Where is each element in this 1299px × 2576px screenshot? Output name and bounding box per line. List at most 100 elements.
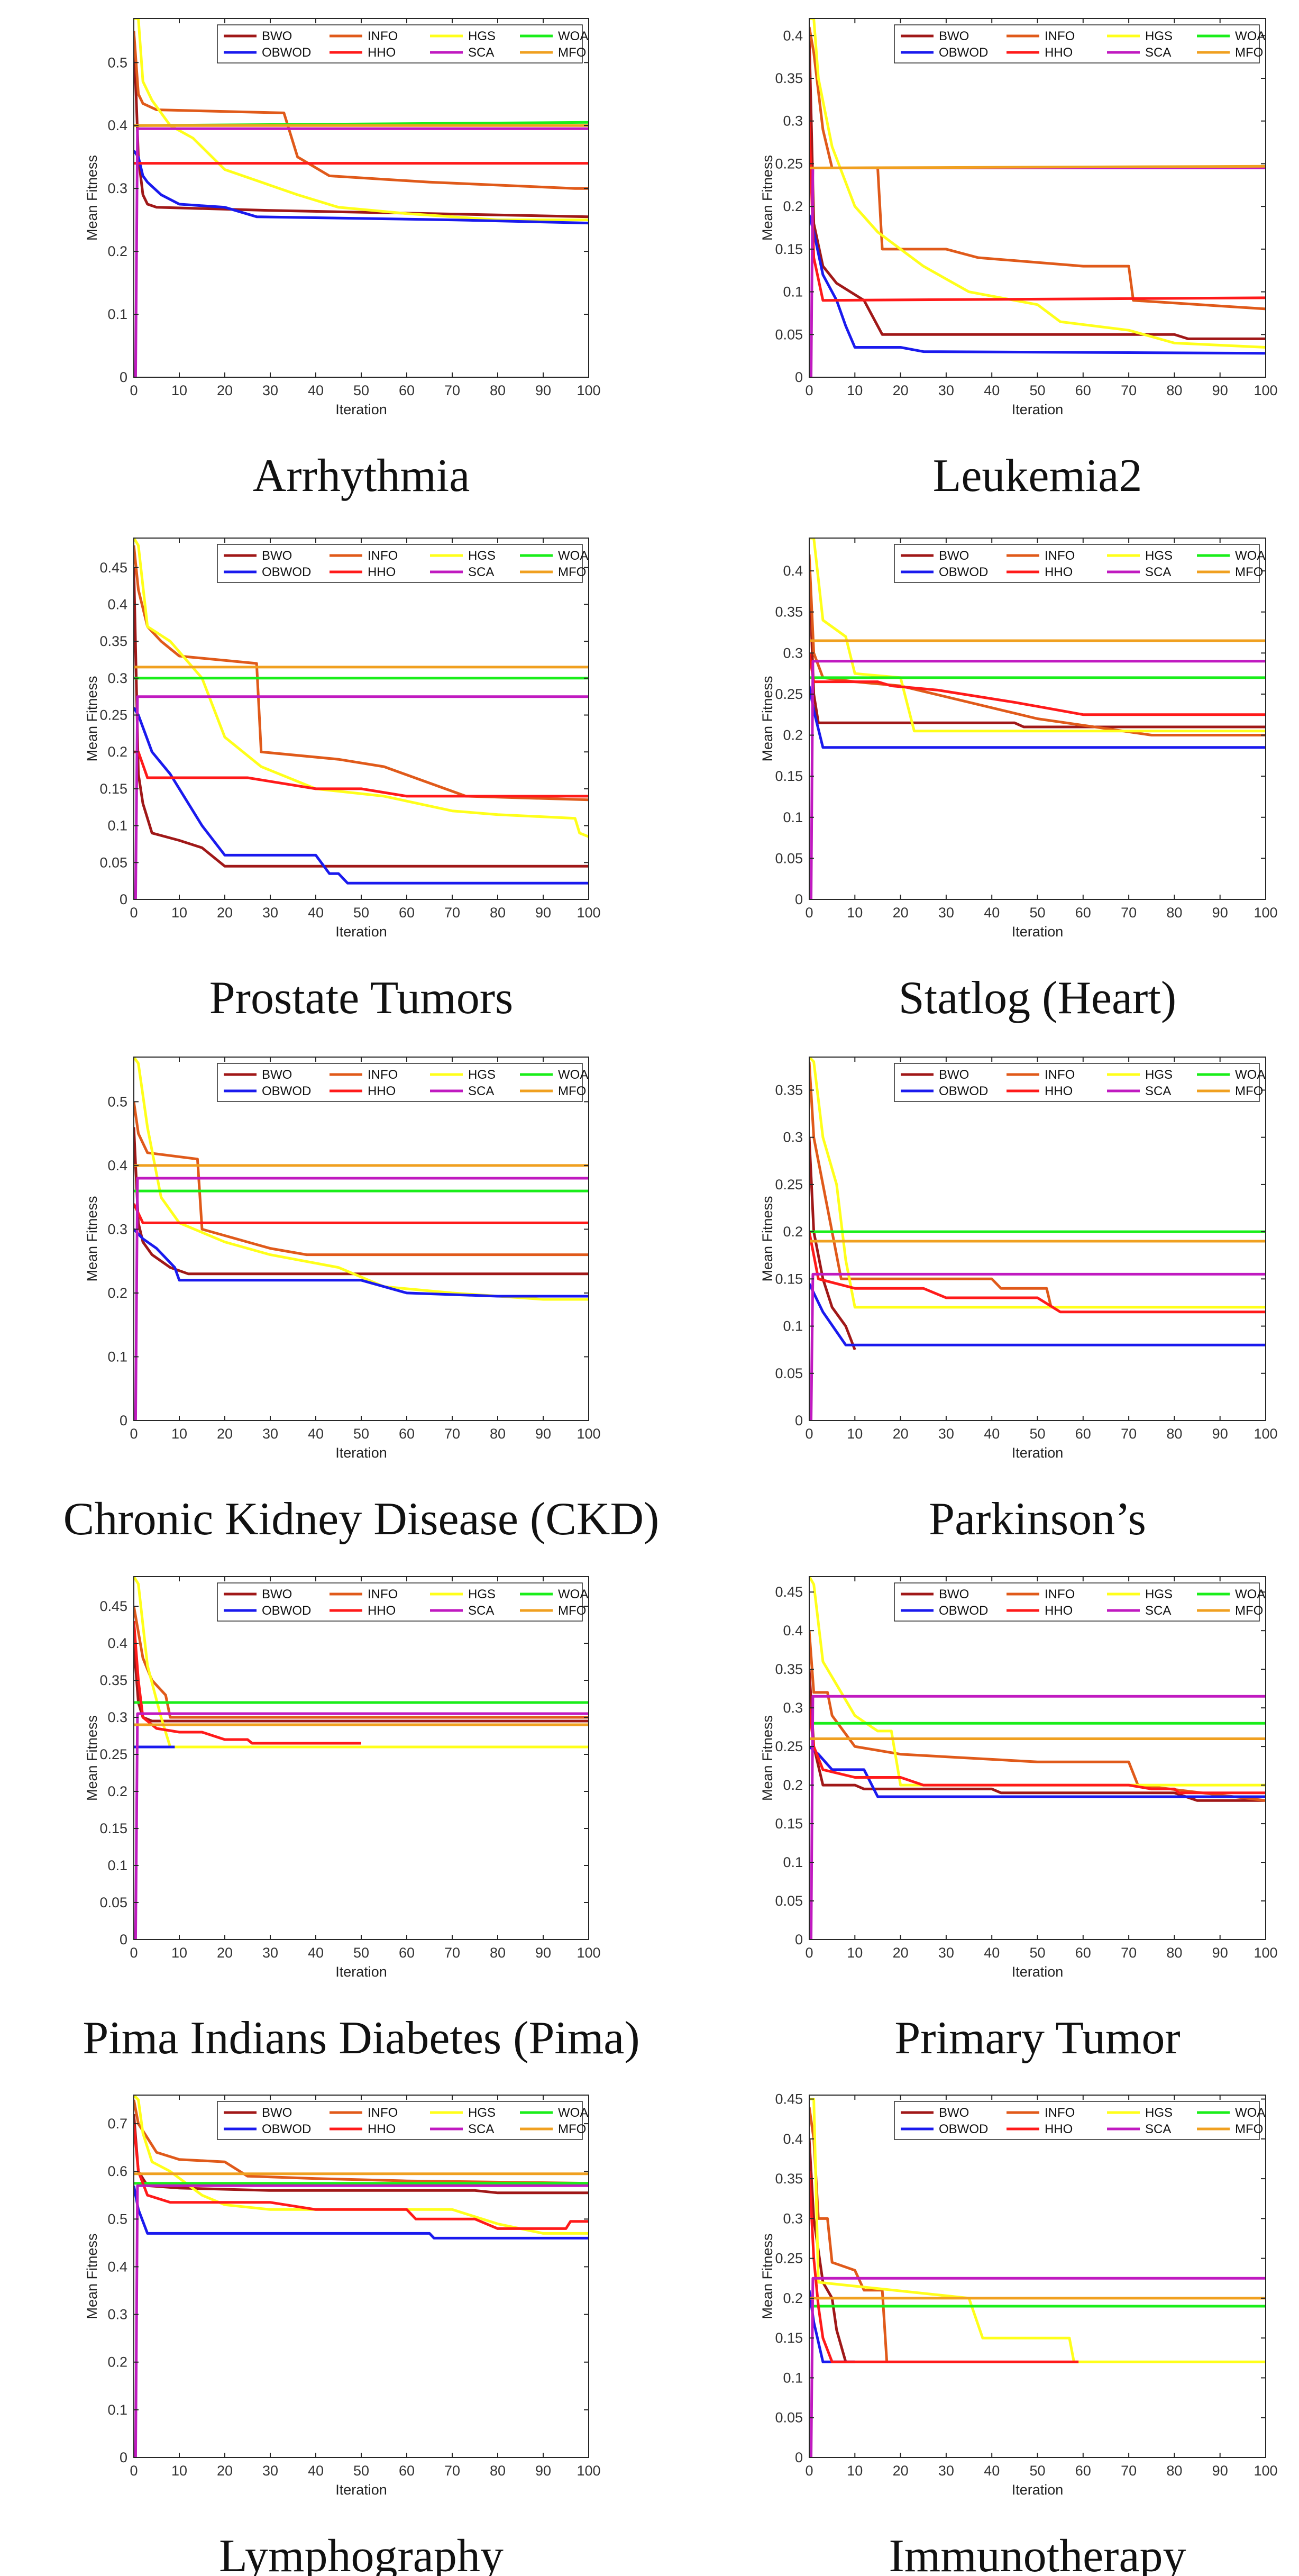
legend-item-hho: HHO — [330, 2122, 396, 2136]
y-tick-label: 0.15 — [775, 768, 803, 784]
legend: BWO INFO HGS WOA OBWOD HHO SCA MFO — [894, 544, 1265, 583]
legend-label: INFO — [368, 1068, 398, 1082]
x-tick-label: 40 — [984, 383, 1000, 398]
x-tick-label: 10 — [847, 1426, 863, 1442]
legend-item-bwo: BWO — [224, 1068, 292, 1082]
legend-label: SCA — [468, 2122, 494, 2136]
legend-label: HGS — [1145, 1068, 1173, 1082]
y-tick-label: 0 — [120, 1413, 127, 1428]
y-axis-label: Mean Fitness — [84, 676, 100, 761]
x-tick-label: 0 — [805, 905, 813, 921]
x-tick-label: 0 — [805, 1945, 813, 1961]
x-tick-label: 0 — [130, 905, 138, 921]
series-group — [809, 538, 1266, 899]
y-axis-label: Mean Fitness — [84, 2233, 100, 2319]
x-tick-label: 60 — [1075, 1426, 1091, 1442]
x-tick-label: 30 — [262, 1945, 278, 1961]
series-line-hho — [809, 1231, 1266, 1314]
y-tick-label: 0.2 — [107, 243, 127, 259]
panel-parkinson-s: 0 10 20 30 40 50 60 70 80 90 100 0 0.05 0.1 0.15 0.2 0.2… — [760, 1057, 1278, 1545]
legend-box — [894, 1582, 1260, 1622]
x-tick-label: 80 — [490, 905, 506, 921]
legend-label: OBWOD — [939, 565, 988, 579]
y-axis-label: Mean Fitness — [84, 1196, 100, 1281]
legend-item-obwod: OBWOD — [224, 1084, 311, 1098]
legend-item-woa: WOA — [520, 2106, 588, 2120]
series-line-hho — [134, 1621, 361, 1745]
x-tick-label: 30 — [262, 905, 278, 921]
legend: BWO INFO HGS WOA OBWOD HHO SCA MFO — [217, 544, 588, 583]
series-line-bwo — [134, 567, 589, 868]
legend-label: HHO — [368, 1084, 396, 1098]
x-tick-label: 60 — [399, 905, 415, 921]
y-axis-label: Mean Fitness — [84, 155, 100, 241]
panel-caption: Primary Tumor — [894, 2013, 1180, 2064]
legend-item-mfo: MFO — [520, 45, 586, 60]
series-line-hgs — [134, 538, 589, 838]
legend-item-bwo: BWO — [224, 2106, 292, 2120]
legend-label: WOA — [1235, 1587, 1265, 1601]
series-line-info — [809, 26, 1266, 311]
legend-label: SCA — [1145, 2122, 1171, 2136]
x-tick-label: 80 — [1166, 1945, 1182, 1961]
y-tick-label: 0.5 — [107, 54, 127, 70]
legend-label: HGS — [1145, 549, 1173, 563]
x-tick-label: 70 — [1121, 383, 1137, 398]
y-tick-label: 0.35 — [775, 2171, 803, 2187]
plot-area — [134, 538, 589, 899]
x-tick-label: 70 — [444, 905, 460, 921]
y-tick-label: 0.35 — [99, 1672, 127, 1688]
y-tick-label: 0.15 — [99, 1821, 127, 1836]
x-tick-label: 10 — [847, 383, 863, 398]
legend: BWO INFO HGS WOA OBWOD HHO SCA MFO — [217, 1582, 588, 1622]
series-line-sca — [809, 660, 1266, 899]
x-tick-label: 80 — [1166, 905, 1182, 921]
x-tick-label: 40 — [984, 1945, 1000, 1961]
x-tick-label: 90 — [535, 1945, 551, 1961]
x-tick-label: 0 — [130, 1426, 138, 1442]
legend-label: WOA — [1235, 2106, 1265, 2120]
legend-label: BWO — [262, 549, 292, 563]
x-tick-label: 10 — [171, 383, 187, 398]
legend-item-mfo: MFO — [1197, 45, 1263, 60]
y-tick-label: 0.4 — [783, 563, 803, 579]
legend-label: OBWOD — [262, 1084, 311, 1098]
legend-label: INFO — [368, 549, 398, 563]
y-tick-label: 0.4 — [783, 28, 803, 43]
series-line-sca — [134, 2184, 589, 2457]
y-tick-label: 0.05 — [775, 2410, 803, 2426]
y-tick-label: 0.1 — [107, 2402, 127, 2418]
legend-item-hho: HHO — [1007, 45, 1073, 60]
legend-box — [217, 1063, 583, 1102]
x-tick-label: 10 — [847, 2463, 863, 2479]
panel-primary-tumor: 0 10 20 30 40 50 60 70 80 90 100 0 0.05 0.1 0.15 0.2 0.2… — [760, 1576, 1278, 2064]
x-tick-label: 20 — [893, 905, 909, 921]
series-line-bwo — [134, 1127, 589, 1276]
x-tick-label: 70 — [444, 1945, 460, 1961]
legend-item-hgs: HGS — [1107, 2106, 1173, 2120]
legend-label: BWO — [939, 2106, 969, 2120]
y-tick-label: 0.45 — [99, 1598, 127, 1614]
x-tick-label: 10 — [171, 2463, 187, 2479]
y-tick-label: 0.4 — [107, 1158, 127, 1173]
y-tick-label: 0.25 — [775, 1738, 803, 1754]
legend-item-woa: WOA — [520, 1068, 588, 1082]
legend-item-info: INFO — [330, 2106, 398, 2120]
x-axis-label: Iteration — [335, 924, 387, 940]
legend-label: HHO — [368, 1604, 396, 1618]
x-tick-label: 20 — [893, 383, 909, 398]
legend-item-info: INFO — [1007, 2106, 1075, 2120]
series-group — [134, 538, 589, 899]
legend-label: HHO — [368, 2122, 396, 2136]
x-tick-label: 50 — [1029, 905, 1045, 921]
y-tick-label: 0.25 — [775, 1177, 803, 1193]
legend-label: WOA — [558, 29, 588, 43]
series-line-obwod — [809, 214, 1266, 355]
legend-item-hgs: HGS — [430, 549, 496, 563]
y-tick-label: 0.3 — [107, 2307, 127, 2323]
legend-item-obwod: OBWOD — [901, 1604, 988, 1618]
panel-pima-indians-diabetes-pima: 0 10 20 30 40 50 60 70 80 90 100 0 0.05 0.1 0.15 0.2 0.2… — [83, 1576, 640, 2064]
series-line-obwod — [134, 1228, 589, 1298]
y-tick-label: 0.15 — [99, 781, 127, 797]
